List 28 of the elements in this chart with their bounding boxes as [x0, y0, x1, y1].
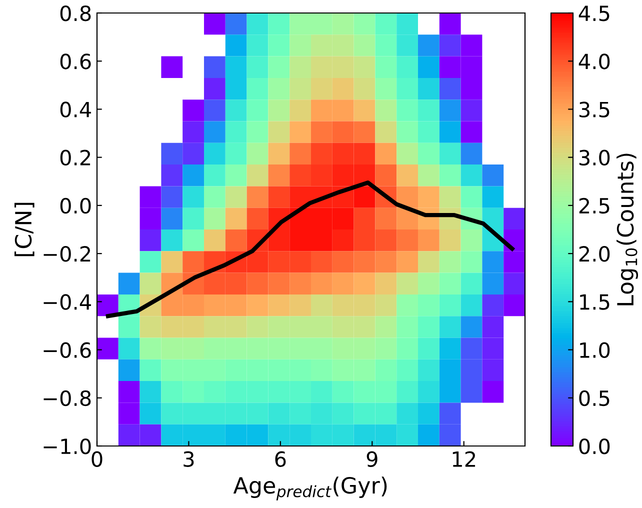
y-tick-label: 0.8: [60, 5, 91, 22]
y-tick-label: −0.2: [44, 246, 90, 262]
color-bar-label: 1.0: [580, 342, 610, 358]
x-tick-label: 6: [275, 451, 286, 467]
y-tick-label: 0.2: [60, 150, 90, 166]
color-bar-label: 1.5: [580, 294, 610, 310]
color-bar-label: 2.5: [579, 198, 610, 214]
x-tick-label: 0: [92, 451, 102, 467]
color-bar-label: 0.5: [579, 390, 610, 406]
y-tick-label: 0.0: [60, 198, 91, 214]
y-tick-label: −0.8: [44, 390, 91, 406]
color-bar-label: 2.0: [579, 246, 610, 262]
x-tick-label: 3: [184, 451, 194, 467]
color-bar-label: 0.0: [579, 438, 610, 454]
color-bar-title: Log$_{10}$(Counts): [616, 154, 638, 306]
y-tick-label: −0.4: [44, 294, 91, 310]
x-tick-label: 9: [366, 451, 378, 467]
color-bar-label: 3.0: [579, 150, 610, 166]
x-axis-title: Age$_{predict}$(Gyr): [233, 476, 387, 500]
color-bar-label: 4.0: [578, 54, 610, 70]
y-tick-label: −0.6: [44, 342, 91, 358]
y-tick-label: 0.4: [60, 102, 91, 118]
y-tick-label: 0.6: [60, 54, 91, 70]
y-axis-title: [C/N]: [14, 202, 34, 256]
color-bar-label: 4.5: [578, 6, 610, 22]
color-bar-label: 3.5: [579, 102, 610, 118]
y-tick-label: −1.0: [44, 438, 91, 454]
x-tick-label: 12: [452, 451, 476, 467]
